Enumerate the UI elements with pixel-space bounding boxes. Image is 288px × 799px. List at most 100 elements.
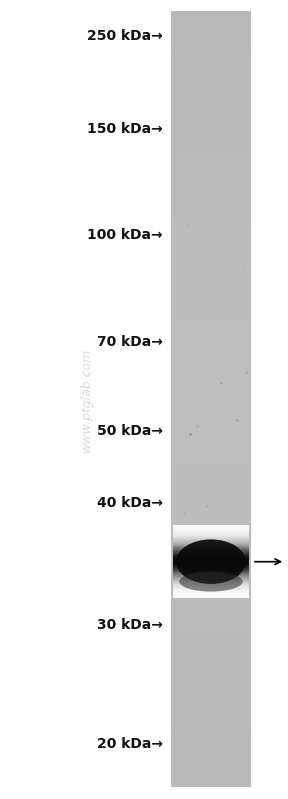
Bar (171, 618, 251, 632)
Bar (171, 24, 251, 38)
Bar (171, 657, 251, 671)
Ellipse shape (176, 539, 246, 584)
Bar (173, 567, 249, 569)
Bar (171, 192, 251, 205)
Bar (171, 347, 251, 361)
Bar (173, 559, 249, 560)
Bar (171, 321, 251, 335)
Bar (171, 515, 251, 529)
Bar (173, 596, 249, 598)
Text: 50 kDa→: 50 kDa→ (97, 423, 163, 438)
Bar (171, 709, 251, 722)
Bar (171, 269, 251, 283)
Bar (173, 564, 249, 566)
Bar (173, 572, 249, 574)
Bar (173, 577, 249, 578)
Bar (173, 528, 249, 529)
Bar (171, 11, 251, 25)
Bar (171, 12, 251, 787)
Bar (173, 565, 249, 566)
Text: 20 kDa→: 20 kDa→ (97, 737, 163, 751)
Bar (171, 205, 251, 219)
Bar (171, 386, 251, 400)
Text: 100 kDa→: 100 kDa→ (87, 228, 163, 242)
Bar (171, 179, 251, 193)
Bar (173, 552, 249, 554)
Bar (171, 670, 251, 684)
Bar (171, 141, 251, 154)
Bar (173, 529, 249, 531)
Bar (173, 534, 249, 535)
Bar (173, 535, 249, 537)
Bar (173, 537, 249, 539)
Bar (171, 721, 251, 735)
Bar (173, 573, 249, 574)
Bar (171, 114, 251, 128)
Bar (171, 451, 251, 464)
Bar (173, 548, 249, 549)
Bar (173, 527, 249, 528)
Bar (173, 551, 249, 552)
Ellipse shape (179, 571, 242, 591)
Bar (171, 244, 251, 257)
Bar (171, 593, 251, 606)
Bar (173, 566, 249, 567)
Bar (171, 748, 251, 761)
Bar (171, 308, 251, 322)
Bar (173, 581, 249, 582)
Bar (171, 63, 251, 77)
Bar (173, 595, 249, 597)
Bar (173, 579, 249, 581)
Bar (173, 570, 249, 571)
Text: 250 kDa→: 250 kDa→ (87, 29, 163, 43)
Bar (173, 588, 249, 590)
Bar (171, 554, 251, 567)
Bar (173, 544, 249, 546)
Bar (171, 153, 251, 167)
Bar (173, 547, 249, 548)
Bar (173, 556, 249, 557)
Bar (173, 589, 249, 590)
Bar (173, 586, 249, 588)
Text: 40 kDa→: 40 kDa→ (97, 496, 163, 511)
Bar (173, 551, 249, 553)
Bar (173, 592, 249, 593)
Bar (171, 761, 251, 774)
Bar (173, 561, 249, 562)
Bar (171, 579, 251, 593)
Bar (173, 591, 249, 592)
Bar (173, 550, 249, 551)
Bar (173, 560, 249, 562)
Bar (171, 399, 251, 412)
Bar (173, 546, 249, 547)
Bar (173, 541, 249, 542)
Bar (173, 590, 249, 591)
Bar (173, 571, 249, 572)
Bar (173, 533, 249, 534)
Bar (171, 631, 251, 645)
Bar (173, 530, 249, 531)
Bar (173, 574, 249, 576)
Bar (171, 166, 251, 180)
Bar (173, 585, 249, 586)
Bar (171, 256, 251, 270)
Bar (173, 543, 249, 545)
Text: 30 kDa→: 30 kDa→ (97, 618, 163, 632)
Text: www.ptglab.com: www.ptglab.com (80, 348, 93, 451)
Bar (173, 549, 249, 550)
Bar (171, 127, 251, 141)
Bar (171, 360, 251, 374)
Bar (171, 101, 251, 115)
Bar (173, 575, 249, 577)
Bar (173, 559, 249, 561)
Bar (173, 536, 249, 538)
Bar (173, 583, 249, 584)
Bar (171, 334, 251, 348)
Text: 70 kDa→: 70 kDa→ (97, 335, 163, 349)
Bar (173, 594, 249, 595)
Bar (171, 283, 251, 296)
Bar (171, 489, 251, 503)
Bar (171, 411, 251, 425)
Bar (171, 231, 251, 244)
Bar (171, 37, 251, 51)
